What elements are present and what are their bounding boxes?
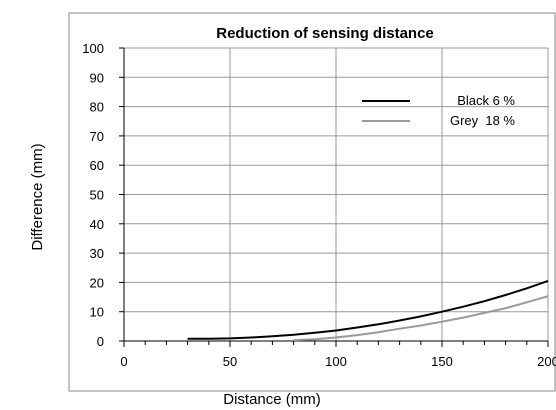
y-tick-label: 20 [90,275,104,290]
x-tick-label: 0 [120,354,127,369]
axis-layer: 0 10 20 30 40 50 60 70 80 90 100 0 50 100 150 200 [82,41,556,369]
legend-label-2: Grey 18 % [450,113,515,128]
series-layer [187,279,549,342]
legend: Black 6 % Grey 18 % [362,93,515,128]
y-axis-title: Difference (mm) [29,143,46,250]
y-tick-label: 70 [90,129,104,144]
y-tick-label: 30 [90,246,104,261]
x-tick-label: 50 [223,354,237,369]
y-tick-label: 90 [90,70,104,85]
y-tick-label: 80 [90,100,104,115]
chart-title: Reduction of sensing distance [216,25,434,42]
y-tick-label: 50 [90,188,104,203]
y-tick-label: 100 [82,41,104,56]
grid-layer [124,47,549,341]
series-line-1 [187,279,549,340]
y-tick-label: 40 [90,217,104,232]
x-tick-label: 200 [537,354,556,369]
y-tick-label: 0 [97,334,104,349]
x-tick-label: 150 [431,354,453,369]
series-line-2 [293,295,549,342]
legend-label-1: Black 6 % [457,93,515,108]
x-axis-title: Distance (mm) [223,391,321,408]
chart-area-border [68,12,556,392]
y-tick-label: 60 [90,158,104,173]
x-tick-label: 100 [325,354,347,369]
y-tick-label: 10 [90,305,104,320]
